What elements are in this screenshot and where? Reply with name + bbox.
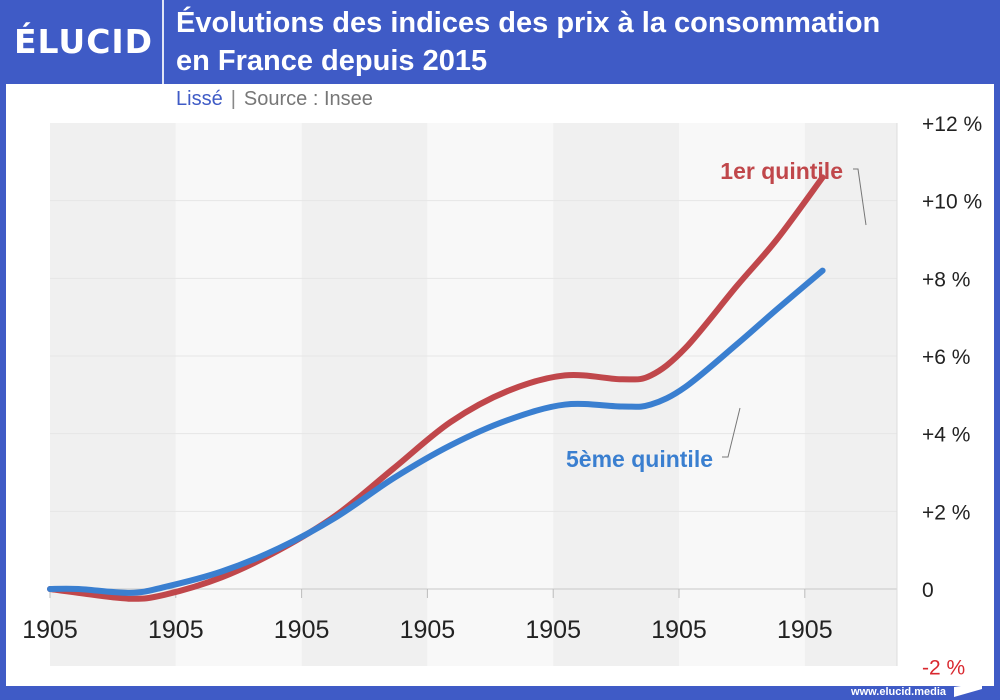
y-tick-label: +8 %	[922, 268, 970, 291]
header: ÉLUCID Évolutions des indices des prix à…	[0, 0, 1000, 84]
background-band	[50, 123, 176, 666]
series-line-5eme-quintile	[47, 267, 826, 596]
elucid-logo: ÉLUCID	[14, 22, 154, 61]
header-divider	[162, 0, 164, 84]
x-tick-label: 1905	[274, 616, 330, 644]
y-tick-label: -2 %	[922, 657, 965, 680]
x-tick-label: 1905	[777, 616, 833, 644]
y-tick-label: +6 %	[922, 346, 970, 369]
background-band	[679, 123, 805, 666]
background-band	[175, 123, 302, 666]
y-tick-label: +12 %	[922, 113, 982, 136]
chart-title-line-2: en France depuis 2015	[176, 45, 488, 77]
source-label: Source : Insee	[243, 88, 373, 110]
x-tick-label: 1905	[400, 616, 456, 644]
subtitle-separator: |	[230, 88, 236, 110]
chart-title: Évolutions des indices des prix à la con…	[176, 4, 986, 80]
website-watermark: www.elucid.media	[851, 686, 946, 698]
elucid-mark-icon	[954, 683, 982, 697]
y-tick-label: 0	[922, 579, 934, 602]
x-tick-label: 1905	[525, 616, 581, 644]
x-tick-label: 1905	[22, 616, 78, 644]
series-label-1er-quintile: 1er quintile	[720, 158, 843, 184]
chart-subtitle: Lissé | Source : Insee	[176, 88, 373, 111]
leader-line-5eme-quintile	[722, 407, 741, 458]
x-tick-label: 1905	[651, 616, 707, 644]
x-tick-label: 1905	[148, 616, 204, 644]
series-line-1er-quintile	[47, 174, 826, 602]
background-band	[804, 123, 897, 666]
background-band	[553, 123, 679, 666]
y-tick-label: +10 %	[922, 191, 982, 214]
background-band	[301, 123, 428, 666]
chart-title-line-1: Évolutions des indices des prix à la con…	[176, 7, 881, 39]
y-tick-label: +2 %	[922, 501, 970, 524]
background-band	[427, 123, 554, 666]
y-tick-label: +4 %	[922, 424, 970, 447]
series-label-5eme-quintile: 5ème quintile	[566, 446, 713, 472]
smoothed-label: Lissé	[176, 88, 223, 110]
leader-line-1er-quintile	[853, 168, 867, 226]
